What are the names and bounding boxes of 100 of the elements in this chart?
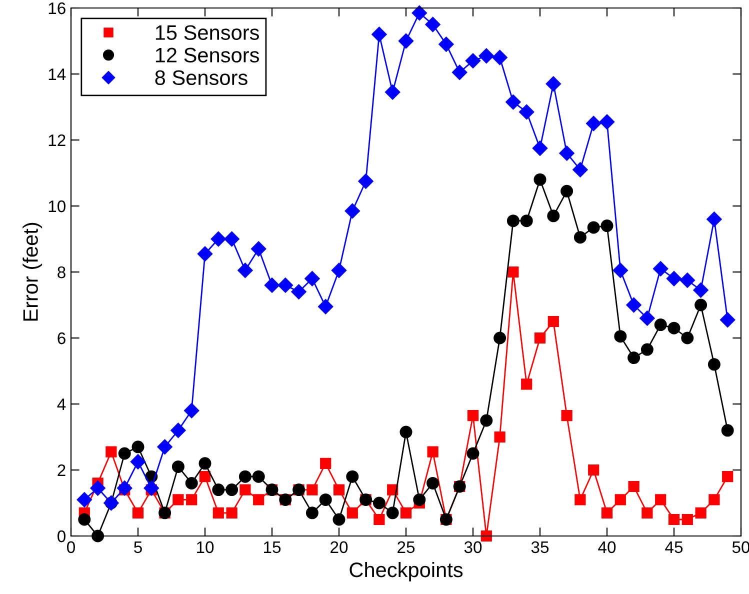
point [198, 457, 212, 470]
point [694, 298, 708, 312]
x-tick-label: 40 [598, 541, 616, 554]
point [655, 494, 666, 506]
point [478, 48, 494, 64]
point [519, 104, 534, 120]
point [185, 476, 198, 490]
point [170, 422, 186, 438]
point [331, 262, 347, 278]
point [506, 94, 521, 110]
point [412, 5, 427, 21]
point [480, 530, 492, 542]
y-tick-label: 0 [58, 530, 66, 542]
point [695, 507, 706, 518]
point [546, 76, 561, 92]
point [668, 514, 680, 526]
point [668, 322, 680, 334]
y-tick-label: 12 [48, 134, 66, 146]
point [304, 271, 320, 286]
point [706, 212, 722, 227]
point [264, 278, 280, 293]
point [640, 310, 655, 326]
point [197, 246, 213, 262]
point [521, 378, 532, 390]
point [588, 464, 600, 476]
x-tick-label: 35 [531, 541, 549, 554]
point [333, 484, 345, 496]
point [587, 221, 600, 234]
point [130, 454, 146, 470]
x-tick-label: 10 [197, 541, 214, 554]
point [132, 507, 144, 518]
point [306, 484, 318, 496]
point [358, 174, 374, 189]
point [92, 530, 104, 542]
point [385, 84, 400, 100]
x-tick-label: 0 [67, 541, 75, 554]
x-tick-label: 45 [665, 541, 683, 554]
point [226, 507, 238, 518]
point [172, 460, 184, 473]
point [654, 318, 667, 332]
legend-label: 15 Sensors [156, 25, 259, 40]
y-tick-label: 6 [58, 332, 66, 344]
x-tick-label: 30 [464, 541, 482, 554]
point [76, 492, 92, 508]
point [721, 424, 734, 437]
point [547, 210, 560, 222]
point [291, 284, 306, 300]
point [425, 16, 440, 32]
point [224, 231, 240, 247]
point [184, 403, 200, 418]
point [626, 297, 642, 313]
point [346, 507, 358, 518]
point [600, 220, 614, 232]
point [642, 507, 653, 518]
point [90, 480, 106, 496]
point [480, 414, 493, 427]
point [186, 494, 198, 506]
point [492, 50, 508, 66]
point [520, 214, 533, 228]
point [614, 494, 626, 506]
point [628, 352, 640, 364]
y-tick-label: 8 [58, 266, 66, 278]
point [601, 507, 613, 518]
point [386, 506, 399, 520]
y-tick-label: 16 [48, 2, 66, 14]
point [653, 261, 668, 276]
point [117, 480, 132, 496]
point [680, 272, 695, 288]
x-tick-label: 5 [134, 541, 142, 554]
point [612, 262, 628, 278]
point [226, 484, 238, 496]
point [427, 446, 438, 458]
point [344, 203, 360, 219]
y-axis-title: Error (feet) [22, 222, 42, 321]
point [666, 271, 682, 286]
point [400, 426, 412, 438]
point [506, 214, 520, 228]
point [318, 299, 334, 314]
point [144, 480, 159, 496]
point [438, 36, 454, 52]
x-tick-label: 20 [330, 541, 348, 554]
y-tick-label: 10 [48, 200, 66, 212]
x-tick-label: 25 [398, 541, 415, 554]
point [693, 282, 708, 298]
point [398, 33, 414, 49]
y-tick-label: 4 [57, 398, 66, 410]
point [599, 114, 615, 130]
point [306, 506, 318, 520]
x-axis-title: Checkpoints [350, 562, 463, 582]
point [640, 343, 654, 356]
point [238, 470, 252, 483]
point [238, 262, 253, 278]
point [560, 184, 574, 198]
point [628, 480, 640, 492]
point [212, 507, 224, 518]
point [574, 231, 586, 244]
point [586, 116, 602, 132]
point [212, 484, 225, 496]
point [708, 358, 720, 371]
point [682, 514, 693, 526]
